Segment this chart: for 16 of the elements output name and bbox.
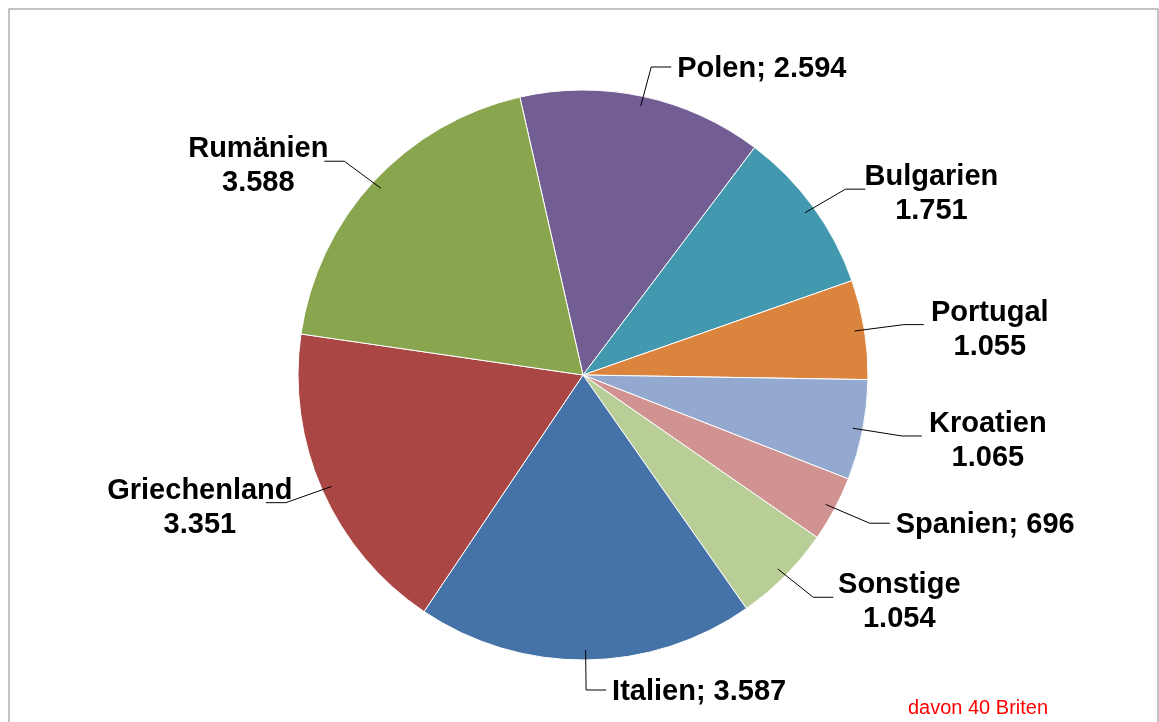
slice-label: Bulgarien [864,159,999,192]
slice-label: Rumänien [188,131,329,164]
data-label: 3.588 [222,165,295,198]
data-label: 1.065 [951,439,1025,472]
data-label: 1.054 [863,601,936,634]
slice-label: Portugal [931,294,1049,327]
data-label: 3.351 [163,506,237,539]
slice-label: Polen; 2.594 [677,51,847,84]
slice-label: Kroatien [929,405,1047,438]
slice-label: Sonstige [838,567,961,600]
data-label: 1.751 [895,193,968,226]
data-label: 1.055 [953,328,1027,361]
text: davon 40 Briten [907,696,1049,718]
slice-label: Spanien; 696 [895,507,1075,540]
slice-label: Griechenland [107,472,293,505]
slice-label: Italien; 3.587 [612,673,787,706]
